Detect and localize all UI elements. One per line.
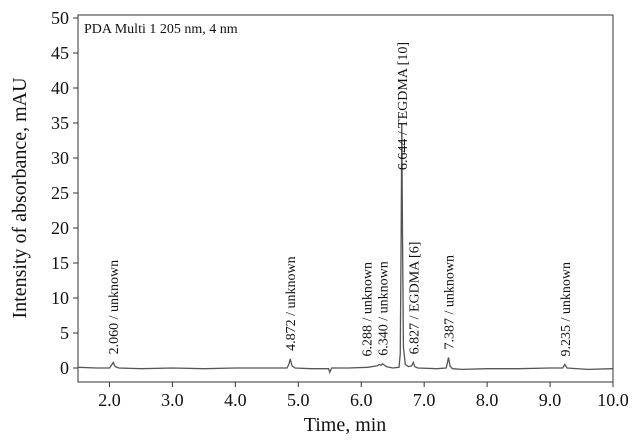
y-tick-label: 10 [51,288,69,308]
y-tick-label: 35 [51,113,69,133]
y-tick-label: 40 [51,78,69,98]
peak-annotation: 2.060 / unknown [107,260,122,355]
y-tick-label: 20 [51,218,69,238]
peak-annotation: 6.644 / TEGDMA [10] [396,42,411,170]
y-tick-label: 5 [60,323,69,343]
y-tick-label: 25 [51,183,69,203]
x-tick-label: 6.0 [350,390,373,410]
peak-annotation: 6.827 / EGDMA [6] [407,242,422,355]
y-tick-label: 30 [51,148,69,168]
x-tick-label: 4.0 [224,390,247,410]
y-axis-title: Intensity of absorbance, mAU [9,77,31,319]
x-tick-label: 7.0 [413,390,436,410]
x-tick-label: 8.0 [476,390,499,410]
x-tick-label: 3.0 [161,390,184,410]
chromatogram-line [77,122,614,374]
peak-annotation: 9.235 / unknown [559,262,574,357]
plot-frame [77,14,614,383]
x-axis-title: Time, min [304,414,387,436]
x-tick-label: 2.0 [98,390,121,410]
peak-annotation: 7.387 / unknown [443,255,458,350]
y-tick-label: 45 [51,43,69,63]
x-tick-label: 9.0 [539,390,562,410]
x-tick-label: 10.0 [597,390,629,410]
y-tick-label: 0 [60,358,69,378]
y-tick-label: 15 [51,253,69,273]
x-tick-label: 5.0 [287,390,310,410]
peak-annotation: 6.340 / unknown [377,261,392,356]
peak-annotation: 4.872 / unknown [284,256,299,351]
y-tick-label: 50 [51,8,69,28]
detector-label: PDA Multi 1 205 nm, 4 nm [84,22,238,37]
peak-annotation: 6.288 / unknown [360,262,375,357]
